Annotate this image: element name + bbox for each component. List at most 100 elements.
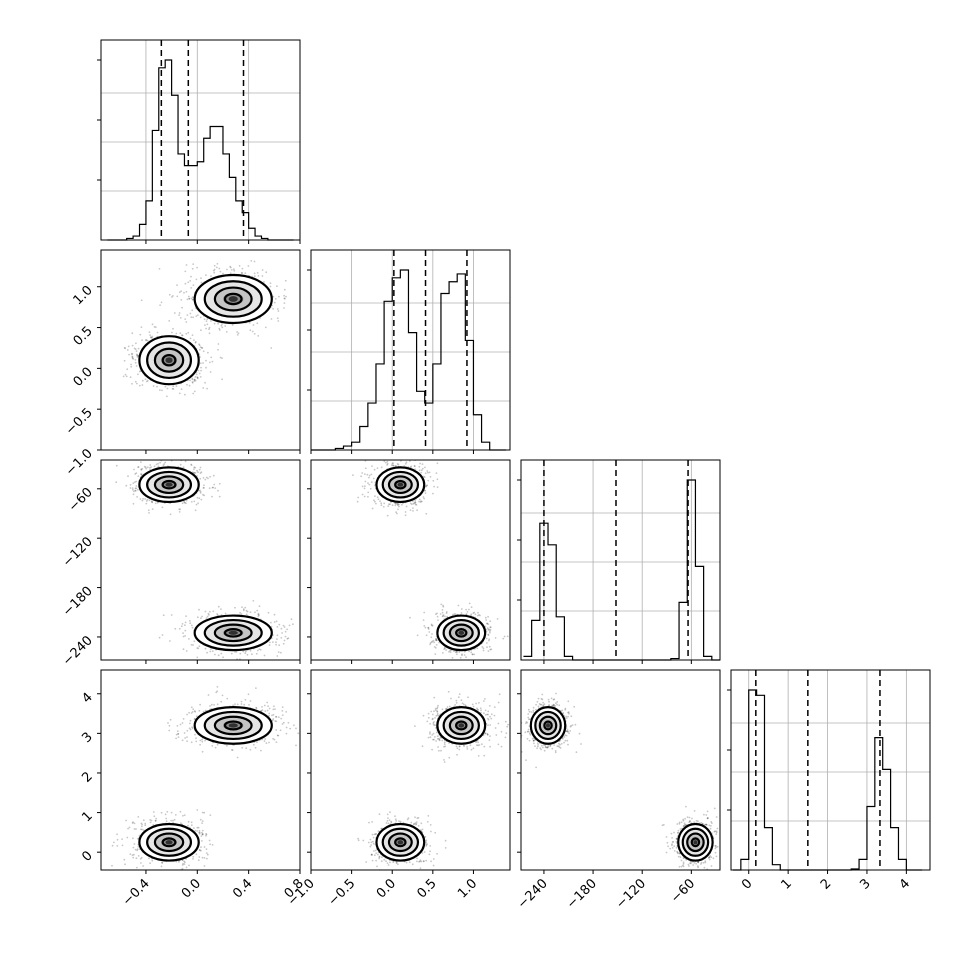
- contour-line: [153, 347, 185, 373]
- sample-point: [276, 655, 279, 657]
- sample-point: [187, 281, 190, 284]
- sample-point: [173, 312, 176, 314]
- sample-point: [198, 849, 201, 852]
- sample-point: [158, 268, 161, 270]
- sample-point: [205, 274, 207, 276]
- sample-point: [409, 616, 411, 619]
- sample-point: [130, 365, 133, 368]
- sample-point: [140, 862, 142, 864]
- sample-point: [133, 828, 136, 830]
- sample-point: [375, 502, 377, 505]
- sample-point: [170, 454, 172, 456]
- sample-point: [258, 605, 261, 608]
- sample-point: [183, 863, 186, 865]
- sample-point: [209, 814, 212, 816]
- sample-point: [179, 508, 182, 511]
- sample-point: [174, 627, 177, 630]
- sample-point: [178, 861, 180, 863]
- sample-point: [373, 499, 375, 502]
- sample-point: [184, 460, 187, 463]
- sample-point: [356, 500, 359, 503]
- sample-point: [442, 604, 444, 607]
- sample-point: [148, 331, 151, 333]
- sample-point: [211, 650, 214, 653]
- sample-point: [202, 362, 204, 364]
- sample-point: [283, 288, 286, 291]
- sample-point: [276, 317, 279, 320]
- sample-point: [140, 825, 143, 828]
- sample-point: [200, 471, 203, 474]
- sample-point: [234, 606, 236, 609]
- sample-point: [456, 651, 459, 653]
- sample-point: [256, 272, 259, 274]
- sample-point: [116, 845, 119, 847]
- sample-point: [127, 345, 130, 348]
- sample-point: [166, 395, 168, 398]
- sample-point: [197, 471, 199, 474]
- sample-point: [213, 271, 216, 274]
- sample-point: [486, 642, 488, 644]
- sample-point: [369, 487, 372, 490]
- sample-point: [487, 650, 490, 652]
- sample-point: [456, 653, 458, 656]
- sample-point: [194, 509, 197, 512]
- sample-point: [140, 469, 143, 471]
- sample-point: [256, 649, 259, 652]
- sample-point: [195, 503, 198, 506]
- sample-point: [176, 284, 178, 286]
- sample-point: [427, 628, 430, 630]
- panel-content: [352, 457, 509, 660]
- sample-point: [436, 615, 439, 618]
- sample-point: [245, 609, 248, 612]
- sample-point: [221, 326, 224, 329]
- sample-point: [361, 485, 364, 488]
- sample-point: [193, 339, 195, 341]
- sample-point: [181, 867, 184, 870]
- sample-point: [235, 651, 238, 653]
- panel-bg: [101, 670, 300, 870]
- sample-point: [473, 653, 476, 656]
- sample-point: [442, 652, 444, 654]
- sample-point: [196, 809, 199, 811]
- sample-point: [217, 605, 220, 608]
- sample-point: [165, 817, 168, 820]
- sample-point: [190, 275, 192, 278]
- sample-point: [141, 379, 144, 382]
- sample-point: [199, 492, 202, 494]
- sample-point: [131, 487, 134, 489]
- sample-point: [429, 476, 432, 478]
- sample-point: [150, 466, 153, 468]
- sample-point: [427, 626, 430, 629]
- sample-point: [240, 271, 243, 274]
- sample-point: [445, 612, 448, 614]
- sample-point: [252, 324, 255, 326]
- sample-point: [184, 282, 187, 285]
- sample-point: [145, 502, 148, 505]
- sample-point: [488, 639, 490, 642]
- sample-point: [126, 836, 129, 839]
- sample-point: [405, 457, 407, 459]
- sample-point: [138, 370, 141, 373]
- sample-point: [178, 392, 181, 395]
- sample-point: [189, 620, 191, 622]
- sample-point: [277, 651, 280, 653]
- sample-point: [131, 352, 133, 355]
- sample-point: [254, 275, 256, 277]
- sample-point: [126, 368, 129, 371]
- sample-point: [489, 626, 492, 628]
- sample-point: [392, 462, 394, 464]
- sample-point: [425, 512, 428, 515]
- sample-point: [133, 468, 135, 471]
- hist-panel-2: [517, 459, 721, 664]
- sample-point: [151, 501, 154, 504]
- sample-point: [172, 819, 174, 822]
- sample-point: [186, 314, 189, 316]
- sample-point: [162, 614, 165, 617]
- sample-point: [422, 496, 425, 498]
- sample-point: [459, 656, 462, 659]
- sample-point: [361, 472, 364, 474]
- sample-point: [364, 480, 367, 483]
- sample-point: [166, 875, 168, 877]
- sample-point: [449, 651, 452, 653]
- sample-point: [198, 608, 200, 611]
